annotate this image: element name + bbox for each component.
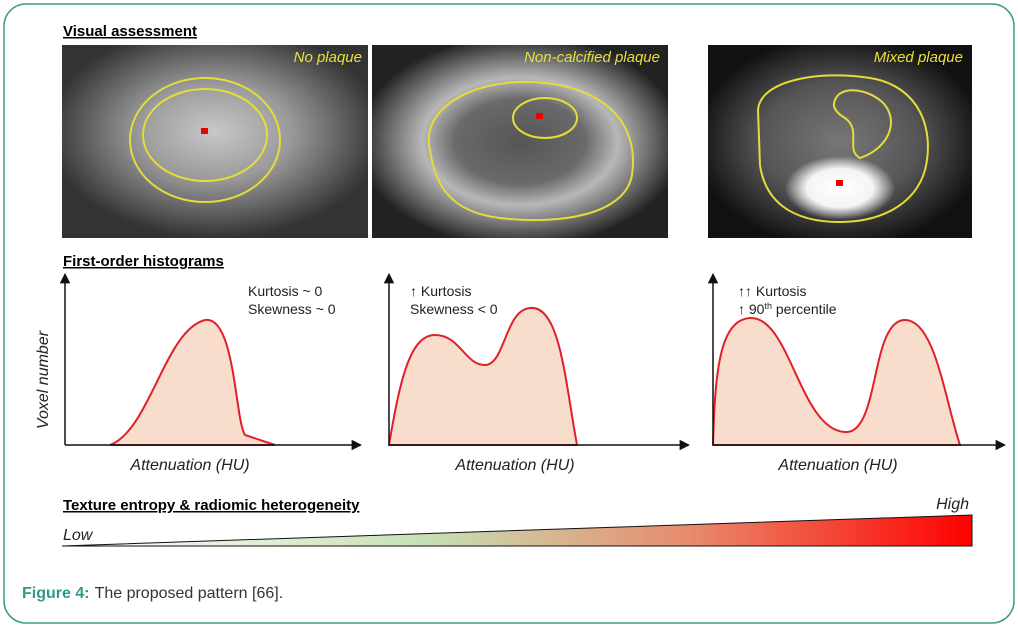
note-part: percentile	[772, 301, 837, 317]
y-axis-label: Voxel number	[35, 330, 52, 429]
note: Skewness < 0	[410, 301, 498, 317]
panel-label: Mixed plaque	[874, 49, 963, 66]
note: ↑ Kurtosis	[410, 283, 471, 299]
note-part: ↑ 90	[738, 301, 765, 317]
note: Kurtosis ~ 0	[248, 283, 323, 299]
note: ↑↑ Kurtosis	[738, 283, 806, 299]
panel-label: Non-calcified plaque	[524, 49, 660, 66]
note: ↑ 90th percentile	[738, 301, 837, 317]
caption-label: Figure 4:	[22, 585, 90, 602]
high-label: High	[936, 496, 969, 513]
marker	[201, 128, 208, 134]
section-title: Texture entropy & radiomic heterogeneity	[63, 497, 360, 514]
ct-image	[372, 45, 668, 238]
section-title: First-order histograms	[63, 253, 224, 270]
marker	[536, 113, 543, 119]
x-axis-label: Attenuation (HU)	[129, 457, 249, 474]
note-sup: th	[764, 301, 772, 311]
figure: Visual assessment No plaque Non-calcifie…	[0, 0, 1018, 627]
caption-text: The proposed pattern [66].	[95, 585, 284, 602]
low-label: Low	[63, 527, 94, 544]
marker	[836, 180, 843, 186]
calcification	[785, 156, 895, 220]
panel-label: No plaque	[294, 49, 362, 66]
x-axis-label: Attenuation (HU)	[454, 457, 574, 474]
ct-image	[62, 45, 368, 238]
section-title: Visual assessment	[63, 23, 197, 40]
note: Skewness ~ 0	[248, 301, 336, 317]
caption: Figure 4: The proposed pattern [66].	[22, 585, 283, 602]
x-axis-label: Attenuation (HU)	[777, 457, 897, 474]
